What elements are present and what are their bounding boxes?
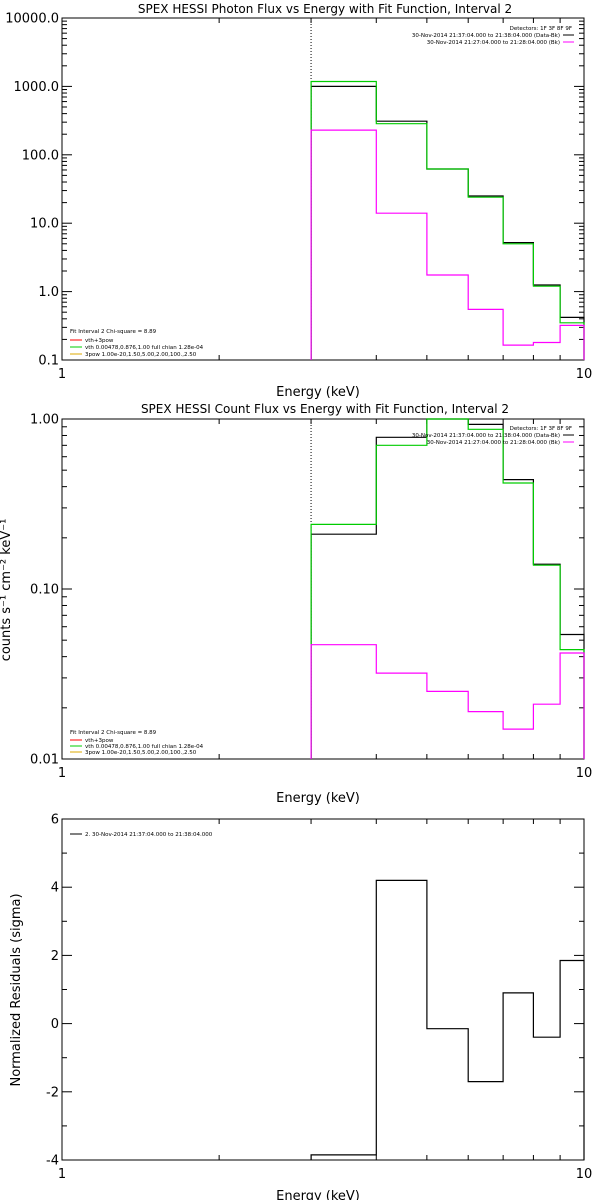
y-tick-label: 2 bbox=[51, 949, 59, 964]
panel1-fit-info: Fit Interval 2 Chi-square = 8.89 bbox=[70, 329, 157, 335]
panel3-x-label: Energy (keV) bbox=[276, 1189, 360, 1200]
panel3-legend: 2. 30-Nov-2014 21:37:04.000 to 21:38:04.… bbox=[85, 832, 213, 838]
panel1-series-group bbox=[310, 80, 585, 360]
y-tick-label: 0.10 bbox=[30, 583, 59, 598]
panel1-frame bbox=[61, 17, 585, 361]
panel-residuals: -4 -2 0 2 4 6 1 10 Energy (keV) Normalized Resi… bbox=[9, 813, 592, 1200]
panel-photon-flux: SPEX HESSI Photon Flux vs Energy with Fi… bbox=[5, 2, 592, 400]
panel2-x-label: Energy (keV) bbox=[276, 791, 360, 806]
series-bk-step-line bbox=[310, 129, 585, 360]
y-tick-label: 6 bbox=[51, 813, 59, 828]
panel2-legend-total: vth+3pow bbox=[85, 738, 114, 744]
panel2-y-label: counts s⁻¹ cm⁻² keV⁻¹ bbox=[0, 519, 14, 662]
y-tick-label: 0 bbox=[51, 1017, 59, 1032]
panel1-axis-ticks: 0.1 1.0 10.0 100.0 1000.0 10000.0 1 10 bbox=[5, 12, 592, 383]
panel2-legend-pow: 3pow 1.00e-20,1.50,5.00,2.00,100.,2.50 bbox=[85, 750, 197, 756]
series-data-step-line bbox=[310, 418, 585, 759]
x-tick-label: 10 bbox=[576, 1167, 593, 1182]
x-tick-label: 1 bbox=[58, 766, 66, 781]
panel1-legend-pow: 3pow 1.00e-20,1.50,5.00,2.00,100.,2.50 bbox=[85, 352, 197, 358]
panel2-series-group bbox=[310, 418, 585, 759]
y-tick-label: 0.01 bbox=[30, 753, 59, 768]
panel1-title: SPEX HESSI Photon Flux vs Energy with Fi… bbox=[138, 2, 512, 16]
panel3-axis-ticks: -4 -2 0 2 4 6 1 10 bbox=[46, 813, 592, 1183]
series-model-step-line bbox=[310, 418, 585, 759]
panel-count-flux: SPEX HESSI Count Flux vs Energy with Fit… bbox=[0, 402, 592, 806]
panel2-legend-bk: 30-Nov-2014 21:27:04.000 to 21:28:04.000… bbox=[427, 440, 560, 446]
panel1-legend-detectors: Detectors: 1F 3F 8F 9F bbox=[510, 26, 572, 32]
x-tick-label: 1 bbox=[58, 367, 66, 382]
panel2-fit-info: Fit Interval 2 Chi-square = 8.89 bbox=[70, 730, 157, 736]
panel1-x-label: Energy (keV) bbox=[276, 385, 360, 400]
series-data-step-line bbox=[310, 879, 585, 1160]
panel1-legend-data: 30-Nov-2014 21:37:04.000 to 21:38:04.000… bbox=[412, 33, 560, 39]
panel2-legend-right: Detectors: 1F 3F 8F 9F 30-Nov-2014 21:37… bbox=[412, 426, 574, 446]
y-tick-label: 1000.0 bbox=[14, 80, 60, 95]
series-model-step-line bbox=[310, 80, 585, 360]
panel2-legend-detectors: Detectors: 1F 3F 8F 9F bbox=[510, 426, 572, 432]
panel2-legend-data: 30-Nov-2014 21:37:04.000 to 21:38:04.000… bbox=[412, 433, 560, 439]
panel3-series-group bbox=[310, 879, 585, 1160]
panel2-legend-left: Fit Interval 2 Chi-square = 8.89 vth+3po… bbox=[70, 730, 204, 756]
x-tick-label: 10 bbox=[576, 367, 593, 382]
panel2-legend-vth: vth 0.00478,0.876,1.00 full chian 1.28e-… bbox=[85, 744, 204, 750]
y-tick-label: 0.1 bbox=[38, 354, 59, 369]
y-tick-label: 1.00 bbox=[30, 413, 59, 428]
panel1-legend-left: Fit Interval 2 Chi-square = 8.89 vth+3po… bbox=[70, 329, 204, 358]
y-tick-label: 1.0 bbox=[38, 285, 59, 300]
y-tick-label: -2 bbox=[46, 1085, 59, 1100]
panel1-legend-vth: vth 0.00478,0.876,1.00 full chian 1.28e-… bbox=[85, 345, 204, 351]
y-tick-label: 10.0 bbox=[30, 217, 59, 232]
y-tick-label: 10000.0 bbox=[5, 12, 59, 27]
y-tick-label: -4 bbox=[46, 1154, 59, 1169]
panel2-frame bbox=[61, 418, 585, 760]
series-bk-step-line bbox=[310, 644, 585, 759]
panel3-y-label: Normalized Residuals (sigma) bbox=[9, 893, 24, 1086]
panel1-legend-bk: 30-Nov-2014 21:27:04.000 to 21:28:04.000… bbox=[427, 40, 560, 46]
y-tick-label: 4 bbox=[51, 881, 59, 896]
panel1-legend-right: Detectors: 1F 3F 8F 9F 30-Nov-2014 21:37… bbox=[412, 26, 574, 46]
series-data-step-line bbox=[310, 85, 585, 360]
y-tick-label: 100.0 bbox=[22, 148, 59, 163]
panel2-axis-ticks: 0.01 0.10 1.00 1 10 bbox=[30, 413, 592, 782]
panel2-title: SPEX HESSI Count Flux vs Energy with Fit… bbox=[141, 402, 509, 416]
panel3-frame bbox=[61, 818, 585, 1161]
panel1-legend-total: vth+3pow bbox=[85, 338, 114, 344]
x-tick-label: 10 bbox=[576, 766, 593, 781]
x-tick-label: 1 bbox=[58, 1167, 66, 1182]
